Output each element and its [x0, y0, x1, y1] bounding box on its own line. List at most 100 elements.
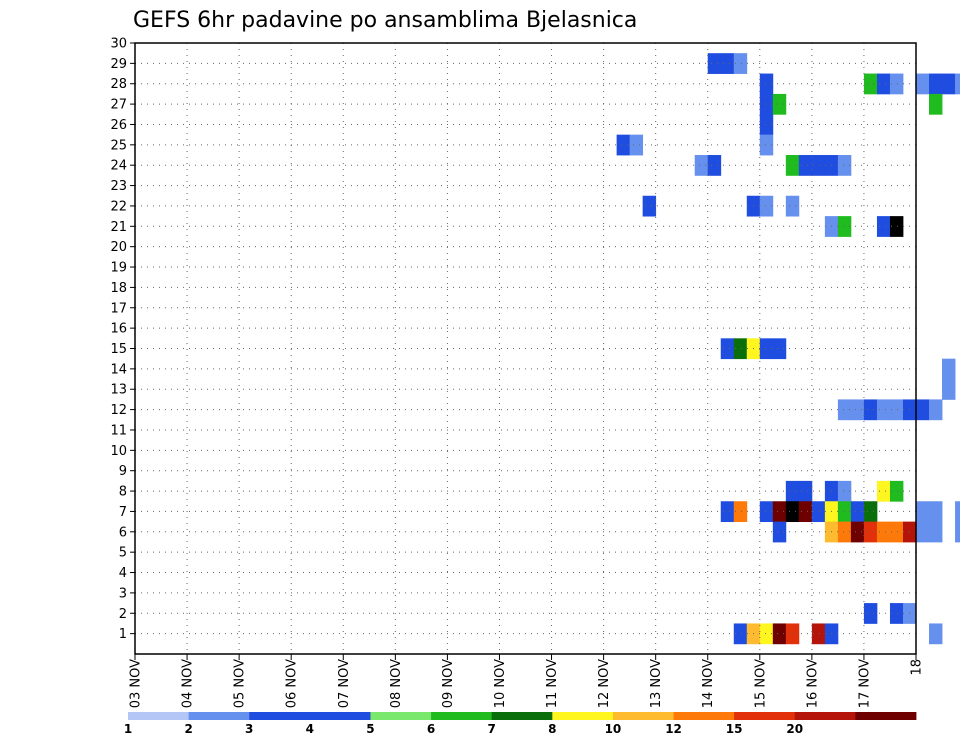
heatmap-cell: [733, 338, 748, 360]
y-axis: 1234567891011121314151617181920212223242…: [110, 37, 135, 642]
x-tick-label: 07 NOV: [337, 659, 352, 708]
heatmap-cell: [876, 73, 891, 95]
heatmap-cell: [876, 216, 891, 237]
y-tick-label: 7: [119, 505, 127, 520]
heatmap-cell: [733, 501, 748, 523]
heatmap-cell: [889, 399, 904, 421]
colorbar-swatch: [855, 712, 917, 720]
x-tick-label: 10 NOV: [493, 659, 508, 708]
x-tick-label: 18: [910, 659, 925, 676]
heatmap-cell: [889, 73, 904, 95]
colorbar-label: 3: [245, 722, 253, 736]
colorbar-label: 2: [184, 722, 192, 736]
colorbar-label: 1: [124, 722, 132, 736]
heatmap-cell: [798, 480, 813, 502]
heatmap-cell: [837, 480, 852, 502]
colorbar-label: 4: [306, 722, 314, 736]
y-tick-label: 16: [110, 322, 127, 337]
y-tick-label: 23: [110, 179, 127, 194]
heatmap-cell: [707, 53, 722, 74]
x-tick-label: 05 NOV: [233, 659, 248, 708]
heatmap-cell: [942, 73, 956, 95]
heatmap-cell: [955, 73, 960, 95]
heatmap-cell: [929, 501, 943, 523]
heatmap-cell: [785, 155, 800, 176]
y-tick-label: 22: [110, 199, 127, 214]
y-tick-label: 15: [110, 342, 127, 357]
colorbar-swatch: [309, 712, 371, 720]
colorbar-swatch: [612, 712, 674, 720]
y-tick-label: 17: [110, 301, 127, 316]
heatmap-cell: [863, 603, 878, 624]
heatmap-cell: [876, 521, 891, 543]
y-tick-label: 8: [119, 485, 127, 500]
y-tick-label: 1: [119, 627, 127, 642]
colorbar-label: 6: [427, 722, 435, 736]
y-tick-label: 19: [110, 261, 127, 276]
x-tick-label: 16 NOV: [805, 659, 820, 708]
heatmap-cell: [759, 501, 774, 523]
heatmap-cell: [889, 480, 904, 502]
colorbar-label: 15: [726, 722, 743, 736]
heatmap-cell: [772, 623, 787, 645]
y-tick-label: 4: [119, 566, 127, 581]
grid-lines: [135, 43, 916, 654]
y-tick-label: 3: [119, 586, 127, 601]
heatmap-cell: [759, 338, 774, 360]
colorbar-swatch: [249, 712, 311, 720]
x-tick-label: 11 NOV: [545, 659, 560, 708]
heatmap-cell: [889, 216, 904, 237]
heatmap-cell: [942, 379, 956, 400]
y-tick-label: 10: [110, 444, 127, 459]
heatmap-cell: [785, 623, 800, 645]
colorbar-swatch: [188, 712, 250, 720]
heatmap-cell: [694, 155, 709, 176]
heatmap-cell: [916, 73, 930, 95]
colorbar-swatch: [370, 712, 432, 720]
y-tick-label: 18: [110, 281, 127, 296]
colorbar-swatch: [491, 712, 553, 720]
heatmap-cell: [929, 521, 943, 543]
heatmap-cell: [916, 399, 930, 421]
colorbar-label: 12: [665, 722, 682, 736]
heatmap-cell: [837, 399, 852, 421]
heatmap-cell: [759, 93, 774, 115]
y-tick-label: 5: [119, 546, 127, 561]
heatmap-cell: [863, 73, 878, 95]
heatmap-cell: [798, 155, 813, 176]
heatmap-cell: [811, 155, 826, 176]
colorbar-swatch: [734, 712, 796, 720]
x-tick-label: 04 NOV: [181, 659, 196, 708]
x-tick-label: 06 NOV: [285, 659, 300, 708]
y-tick-label: 24: [110, 159, 127, 174]
heatmap-cell: [720, 501, 735, 523]
colorbar-swatch: [128, 712, 190, 720]
y-tick-label: 27: [110, 98, 127, 113]
x-tick-label: 17 NOV: [857, 659, 872, 708]
heatmap-cell: [785, 195, 800, 217]
colorbar-label: 10: [605, 722, 622, 736]
heatmap-cell: [837, 521, 852, 543]
y-tick-label: 9: [119, 464, 127, 479]
heatmap-cell: [616, 134, 631, 156]
heatmap-cell: [772, 93, 787, 115]
heatmap-cell: [759, 623, 774, 645]
colorbar-swatch: [431, 712, 493, 720]
heatmap-cell: [720, 338, 735, 360]
heatmap-cell: [772, 521, 787, 543]
heatmap-cell: [642, 195, 657, 217]
y-tick-label: 26: [110, 118, 127, 133]
x-tick-label: 09 NOV: [441, 659, 456, 708]
heatmap-cell: [876, 480, 891, 502]
heatmap-cell: [929, 399, 943, 421]
heatmap-cell: [629, 134, 644, 156]
y-tick-label: 12: [110, 403, 127, 418]
heatmap-cells: [616, 53, 960, 645]
y-tick-label: 13: [110, 383, 127, 398]
heatmap-cell: [929, 93, 943, 115]
y-tick-label: 11: [110, 423, 127, 438]
colorbar-label: 20: [786, 722, 803, 736]
x-tick-label: 13 NOV: [649, 659, 664, 708]
heatmap-cell: [837, 501, 852, 523]
colorbar-swatch: [794, 712, 856, 720]
